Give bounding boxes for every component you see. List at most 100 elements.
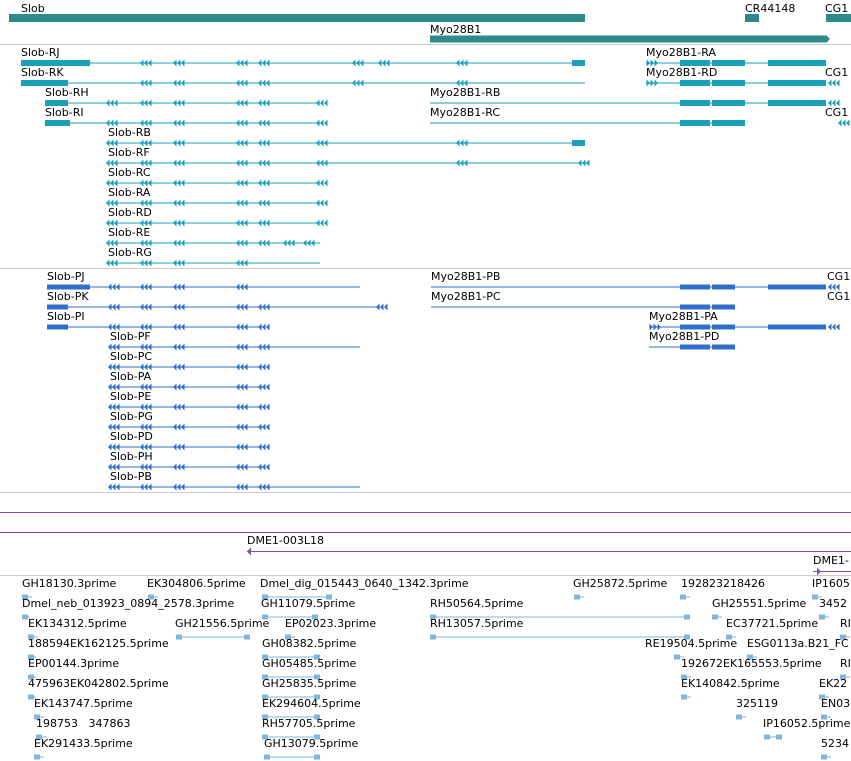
transcript-label[interactable]: Slob-RK — [21, 66, 64, 79]
strand-arrow-icon — [236, 403, 240, 411]
protein-label[interactable]: Slob-PB — [110, 470, 152, 483]
transcript-label[interactable]: Slob-RD — [108, 206, 152, 219]
protein-label[interactable]: Slob-PA — [110, 370, 152, 383]
est-label[interactable]: ESG0113a.B21_FC — [747, 637, 849, 650]
strand-arrow-icon — [148, 323, 152, 331]
transcript-label[interactable]: Slob-RB — [108, 126, 151, 139]
est-label[interactable]: EP00144.3prime — [28, 657, 120, 670]
est-label[interactable]: GH25551.5prime — [712, 597, 807, 610]
est-block — [736, 714, 742, 720]
est-label[interactable]: 5234 — [821, 737, 849, 750]
est-label[interactable]: RI — [840, 617, 851, 630]
transcript-label[interactable]: Myo28B1-RC — [430, 106, 501, 119]
clone-label[interactable]: DME1- — [813, 554, 849, 567]
est-label[interactable]: Dmel_dig_015443_0640_1342.3prime — [260, 577, 469, 590]
est-label[interactable]: IP16052.5prime — [763, 717, 851, 730]
strand-arrow-icon — [360, 79, 364, 87]
transcript-label[interactable]: CG1 — [825, 106, 849, 119]
strand-arrow-icon — [144, 139, 148, 147]
est-label[interactable]: GH25835.5prime — [262, 677, 357, 690]
est-label[interactable]: IP1605 — [812, 577, 850, 590]
est-label[interactable]: RE19504.5prime — [645, 637, 738, 650]
est-label[interactable]: 192823218426 — [681, 577, 765, 590]
exon-block — [712, 120, 745, 126]
strand-arrow-icon — [140, 323, 144, 331]
est-label[interactable]: 3452 — [819, 597, 847, 610]
strand-arrow-icon — [236, 463, 240, 471]
protein-label[interactable]: Slob-PI — [47, 310, 85, 323]
est-label[interactable]: EK291433.5prime — [34, 737, 133, 750]
transcript-label[interactable]: Slob-RG — [108, 246, 152, 259]
est-label[interactable]: GH05485.5prime — [262, 657, 357, 670]
transcript-label[interactable]: Slob-RH — [45, 86, 89, 99]
est-label[interactable]: EK304806.5prime — [147, 577, 246, 590]
transcript-label[interactable]: Myo28B1-RA — [646, 46, 716, 59]
est-label[interactable]: RH50564.5prime — [430, 597, 524, 610]
strand-arrow-icon — [258, 463, 262, 471]
est-label[interactable]: Dmel_neb_013923_0894_2578.3prime — [22, 597, 235, 610]
est-label[interactable]: EP02023.3prime — [285, 617, 377, 630]
transcript-label[interactable]: Slob-RC — [108, 166, 151, 179]
est-label[interactable]: EK22 — [819, 677, 848, 690]
protein-label[interactable]: Slob-PD — [110, 430, 153, 443]
protein-label[interactable]: Myo28B1-PD — [649, 330, 720, 343]
protein-label[interactable]: Slob-PJ — [47, 270, 85, 283]
strand-arrow-icon — [240, 303, 244, 311]
est-label[interactable]: EK134312.5prime — [28, 617, 127, 630]
protein-label[interactable]: Myo28B1-PC — [431, 290, 501, 303]
est-label[interactable]: GH13079.5prime — [264, 737, 359, 750]
gene-label-cr44148[interactable]: CR44148 — [745, 2, 796, 15]
protein-label[interactable]: Slob-PC — [110, 350, 153, 363]
strand-arrow-icon — [266, 463, 270, 471]
protein-label[interactable]: Slob-PK — [47, 290, 89, 303]
est-label[interactable]: GH25872.5prime — [573, 577, 668, 590]
est-label[interactable]: GH11079.5prime — [261, 597, 356, 610]
protein-label[interactable]: Slob-PH — [110, 450, 153, 463]
est-label[interactable]: RH13057.5prime — [430, 617, 524, 630]
est-label[interactable]: EC37721.5prime — [726, 617, 819, 630]
est-label[interactable]: 198753 347863 — [36, 717, 131, 730]
est-label[interactable]: EK140842.5prime — [681, 677, 780, 690]
protein-label[interactable]: Myo28B1-PB — [431, 270, 501, 283]
transcript-label[interactable]: Slob-RI — [45, 106, 84, 119]
est-label[interactable]: GH08382.5prime — [262, 637, 357, 650]
est-label[interactable]: 192672EK165553.5prime — [681, 657, 822, 670]
clone-label[interactable]: DME1-003L18 — [247, 534, 324, 547]
strand-arrow-icon — [460, 79, 464, 87]
protein-label[interactable]: CG1 — [827, 290, 851, 303]
protein-label[interactable]: Slob-PF — [110, 330, 151, 343]
transcript-label[interactable]: Slob-RE — [108, 226, 151, 239]
transcript-label[interactable]: Slob-RA — [108, 186, 151, 199]
strand-arrow-icon — [316, 179, 320, 187]
strand-arrow-icon — [108, 283, 112, 291]
est-label[interactable]: GH18130.3prime — [22, 577, 117, 590]
strand-arrow-icon — [240, 199, 244, 207]
est-label[interactable]: 188594EK162125.5prime — [28, 637, 169, 650]
strand-arrow-icon — [649, 323, 653, 331]
est-label[interactable]: 475963EK042802.5prime — [28, 677, 169, 690]
strand-arrow-icon — [266, 79, 270, 87]
strand-arrow-icon — [236, 59, 240, 67]
protein-label[interactable]: Slob-PE — [110, 390, 152, 403]
strand-arrow-icon — [236, 239, 240, 247]
est-label[interactable]: EK143747.5prime — [34, 697, 133, 710]
transcript-label[interactable]: CG1 — [825, 66, 849, 79]
est-label[interactable]: EK294604.5prime — [262, 697, 361, 710]
est-label[interactable]: EN03 — [821, 697, 851, 710]
transcript-label[interactable]: Slob-RF — [108, 146, 150, 159]
est-label[interactable]: RH57705.5prime — [262, 717, 356, 730]
est-label[interactable]: RI — [840, 657, 851, 670]
strand-arrow-icon — [177, 79, 181, 87]
gene-label-cg1[interactable]: CG1 — [825, 2, 849, 15]
protein-label[interactable]: CG1 — [827, 270, 851, 283]
transcript-label[interactable]: Myo28B1-RB — [430, 86, 501, 99]
transcript-label[interactable]: Slob-RJ — [21, 46, 60, 59]
protein-label[interactable]: Slob-PG — [110, 410, 153, 423]
transcript-label[interactable]: Myo28B1-RD — [646, 66, 718, 79]
gene-label-slob[interactable]: Slob — [21, 2, 45, 15]
gene-label-myo28b1[interactable]: Myo28B1 — [430, 23, 482, 36]
est-label[interactable]: GH21556.5prime — [175, 617, 270, 630]
est-label[interactable]: 325119 — [736, 697, 778, 710]
strand-arrow-icon — [106, 259, 110, 267]
protein-label[interactable]: Myo28B1-PA — [649, 310, 718, 323]
